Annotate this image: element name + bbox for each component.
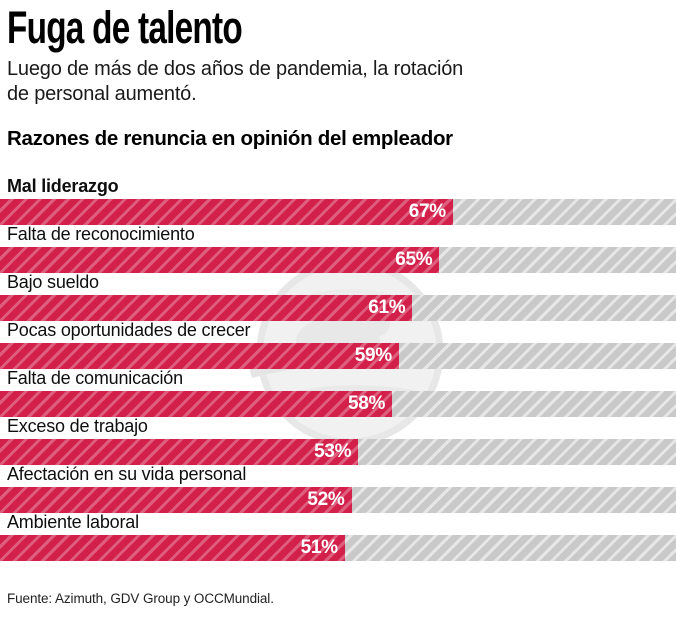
bar-value-label: 58% bbox=[347, 393, 386, 414]
header: Fuga de talento Luego de más de dos años… bbox=[0, 0, 676, 150]
bar-fill: 65% bbox=[0, 247, 440, 273]
bar-track: 51% bbox=[0, 535, 676, 561]
bar-row: Bajo sueldo 61% bbox=[0, 273, 676, 321]
bar-label: Afectación en su vida personal bbox=[7, 464, 247, 484]
bar-row: Falta de comunicación 58% bbox=[0, 369, 676, 417]
bar-value-label: 59% bbox=[354, 345, 392, 366]
bar-label: Pocas oportunidades de crecer bbox=[7, 320, 251, 340]
source-note: Fuente: Azimuth, GDV Group y OCCMundial. bbox=[7, 591, 274, 606]
bar-label: Falta de comunicación bbox=[7, 368, 183, 388]
bar-track: 65% bbox=[0, 247, 676, 273]
bar-track: 61% bbox=[0, 295, 676, 321]
bar-fill: 58% bbox=[0, 391, 393, 417]
bar-value-label: 65% bbox=[395, 249, 433, 270]
bar-label: Bajo sueldo bbox=[7, 272, 99, 292]
bar-value-label: 67% bbox=[408, 201, 446, 222]
bar-row: Pocas oportunidades de crecer 59% bbox=[0, 321, 676, 369]
bar-fill: 67% bbox=[0, 199, 453, 225]
bar-fill: 52% bbox=[0, 487, 352, 513]
bar-label: Exceso de trabajo bbox=[7, 416, 148, 436]
bar-row: Exceso de trabajo 53% bbox=[0, 417, 676, 465]
subtitle: Luego de más de dos años de pandemia, la… bbox=[7, 57, 666, 107]
bar-row: Ambiente laboral 51% bbox=[0, 513, 676, 561]
bar-fill: 59% bbox=[0, 343, 399, 369]
bar-row: Mal liderazgo 67% bbox=[0, 177, 676, 225]
bar-value-label: 53% bbox=[314, 441, 352, 462]
bar-fill: 61% bbox=[0, 295, 413, 321]
bar-value-label: 51% bbox=[300, 537, 338, 558]
bar-fill: 53% bbox=[0, 439, 359, 465]
bar-track: 59% bbox=[0, 343, 676, 369]
bar-label: Mal liderazgo bbox=[7, 176, 119, 196]
bar-row: Afectación en su vida personal 52% bbox=[0, 465, 676, 513]
bar-value-label: 52% bbox=[307, 489, 345, 510]
bar-track: 53% bbox=[0, 439, 676, 465]
subtitle-line-1: Luego de más de dos años de pandemia, la… bbox=[7, 58, 464, 80]
page-title: Fuga de talento bbox=[7, 2, 243, 53]
bar-chart: Mal liderazgo 67% Falta de reconocimient… bbox=[0, 177, 676, 561]
bar-label: Ambiente laboral bbox=[7, 512, 139, 532]
bar-value-label: 61% bbox=[368, 297, 406, 318]
bar-label: Falta de reconocimiento bbox=[7, 224, 195, 244]
bar-track: 58% bbox=[0, 391, 676, 417]
bar-fill: 51% bbox=[0, 535, 345, 561]
bar-row: Falta de reconocimiento 65% bbox=[0, 225, 676, 273]
bar-track: 52% bbox=[0, 487, 676, 513]
subtitle-line-2: de personal aumentó. bbox=[7, 83, 197, 105]
chart-heading: Razones de renuncia en opinión del emple… bbox=[7, 127, 453, 150]
bar-track: 67% bbox=[0, 199, 676, 225]
